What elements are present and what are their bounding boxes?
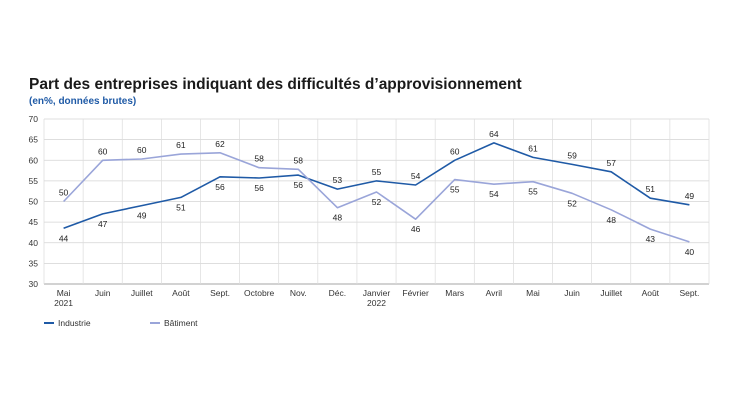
data-label: 50 [59,188,69,198]
data-label: 48 [333,213,343,223]
data-label: 60 [137,145,147,155]
x-tick-label: Août [172,288,190,298]
data-label: 62 [215,139,225,149]
x-tick-label: Juillet [131,288,153,298]
data-label: 43 [646,234,656,244]
data-label: 55 [450,185,460,195]
data-label: 56 [254,183,264,193]
x-tick-label: Nov. [290,288,307,298]
chart-subtitle: (en%, données brutes) [29,96,137,107]
x-tick-label: Mars [445,288,464,298]
y-tick-label: 60 [29,155,39,165]
data-label: 52 [372,197,382,207]
data-label: 54 [489,189,499,199]
y-tick-label: 40 [29,238,39,248]
data-label: 57 [606,158,616,168]
y-tick-label: 65 [29,135,39,145]
data-label: 40 [685,247,695,257]
x-tick-label: Déc. [329,288,346,298]
x-tick-label: Août [642,288,660,298]
data-label: 60 [450,146,460,156]
data-label: 60 [98,146,108,156]
data-label: 46 [411,224,421,234]
data-label: 64 [489,129,499,139]
data-label: 54 [411,171,421,181]
data-label: 49 [137,211,147,221]
x-tick-label: Février [402,288,429,298]
data-label: 49 [685,191,695,201]
y-tick-label: 35 [29,258,39,268]
data-label: 48 [606,215,616,225]
chart-title: Part des entreprises indiquant des diffi… [29,76,522,93]
data-label: 52 [567,198,577,208]
legend-label: Bâtiment [164,318,198,328]
y-tick-label: 50 [29,197,39,207]
x-tick-label: 2022 [367,298,386,308]
x-tick-label: Janvier [363,288,391,298]
series-line-batiment [63,152,690,243]
data-label: 51 [646,184,656,194]
x-tick-label: Mai [57,288,71,298]
data-label: 51 [176,202,186,212]
data-label: 61 [176,140,186,150]
y-tick-label: 45 [29,217,39,227]
data-label: 58 [294,155,304,165]
x-tick-label: Mai [526,288,540,298]
series-line-industrie [63,142,690,230]
x-tick-label: Juin [95,288,111,298]
x-tick-label: Octobre [244,288,275,298]
x-tick-label: Sept. [680,288,700,298]
x-tick-label: Sept. [210,288,230,298]
data-label: 56 [294,180,304,190]
data-label: 53 [333,175,343,185]
data-label: 55 [528,187,538,197]
x-tick-label: Juillet [600,288,622,298]
x-tick-label: Juin [564,288,580,298]
data-label: 59 [567,150,577,160]
x-tick-label: 2021 [54,298,73,308]
y-tick-label: 70 [29,114,39,124]
y-tick-label: 55 [29,176,39,186]
legend-label: Industrie [58,318,91,328]
data-label: 44 [59,233,69,243]
y-tick-label: 30 [29,279,39,289]
data-label: 61 [528,143,538,153]
data-label: 55 [372,167,382,177]
data-label: 56 [215,182,225,192]
x-tick-label: Avril [486,288,502,298]
data-label: 58 [254,154,264,164]
data-label: 47 [98,219,108,229]
